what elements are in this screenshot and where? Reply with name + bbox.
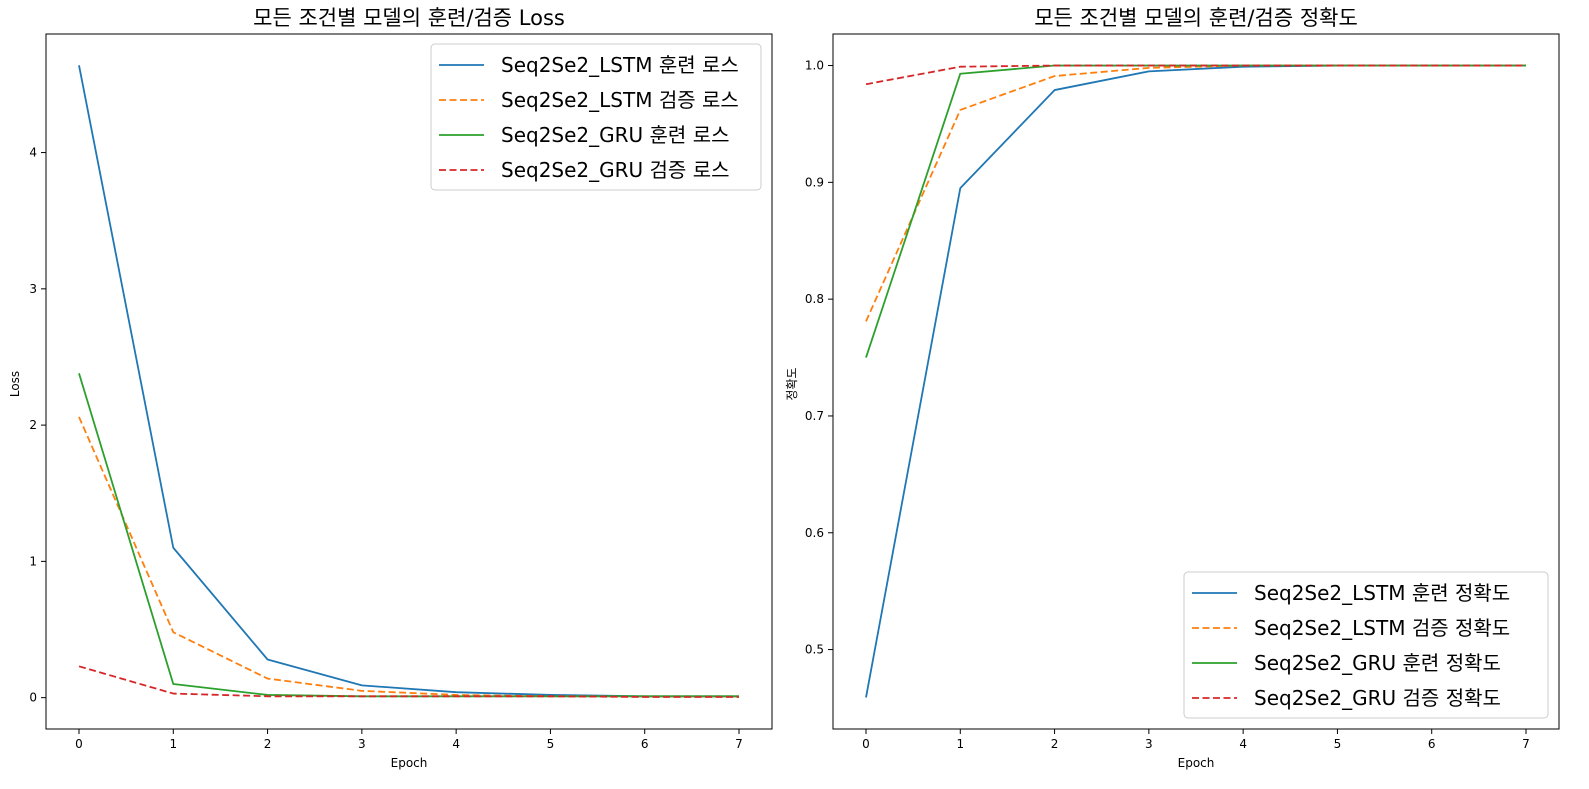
loss-xtick-label: 2 [264,737,272,751]
loss-xtick-label: 3 [358,737,366,751]
loss-ytick-label: 0 [29,691,37,705]
loss-chart-ylabel: Loss [8,371,22,397]
accuracy-chart-plot-area [832,33,1560,730]
accuracy-chart-panel: 모든 조건별 모델의 훈련/검증 정확도 Epoch 정확도 0 1 2 3 4 5 6 70… [785,6,1560,770]
accuracy-chart-ticks: 0 1 2 3 4 5 6 7 0.5 0.6 0.7 0.8 0.9 1.0 [805,59,1530,751]
accuracy-xtick-label: 7 [1522,737,1530,751]
accuracy-series-line-2 [865,64,1526,322]
accuracy-chart-xlabel: Epoch [1178,756,1215,770]
accuracy-xtick-label: 5 [1334,737,1342,751]
loss-legend-box [430,43,762,191]
loss-chart-legend: Seq2Se2_LSTM 훈련 로스 Seq2Se2_LSTM 검증 로스 Seq2… [430,43,762,191]
accuracy-ytick-label: 0.9 [805,175,824,189]
accuracy-ytick-label: 0.5 [805,643,824,657]
accuracy-ytick-label: 0.6 [805,526,824,540]
accuracy-chart-title: 모든 조건별 모델의 훈련/검증 정확도 [1034,6,1358,30]
accuracy-legend-label: Seq2Se2_GRU 훈련 정확도 [1254,651,1501,675]
accuracy-xtick-label: 6 [1428,737,1436,751]
loss-xtick-label: 7 [735,737,743,751]
loss-ytick-label: 3 [29,282,37,296]
accuracy-xtick-label: 3 [1145,737,1153,751]
loss-xtick-label: 6 [641,737,649,751]
loss-xtick-label: 0 [75,737,83,751]
accuracy-xtick-label: 2 [1051,737,1059,751]
loss-xtick-label: 4 [452,737,460,751]
accuracy-ytick-label: 0.7 [805,409,824,423]
loss-chart-lines [78,65,739,698]
accuracy-chart-ylabel: 정확도 [785,367,799,400]
loss-chart-xlabel: Epoch [391,756,428,770]
accuracy-chart-legend: Seq2Se2_LSTM 훈련 정확도 Seq2Se2_LSTM 검증 정확도 Se… [1183,571,1549,719]
accuracy-series-line-3 [865,64,1526,358]
loss-xtick-label: 1 [169,737,177,751]
loss-series-line-2 [78,416,739,698]
loss-chart-plot-area [45,33,773,730]
accuracy-chart-lines [865,64,1526,698]
accuracy-series-line-4 [865,64,1526,86]
loss-legend-label: Seq2Se2_GRU 검증 로스 [501,158,730,182]
loss-xtick-label: 5 [547,737,555,751]
loss-chart-panel: 모든 조건별 모델의 훈련/검증 Loss Epoch Loss 0 1 2 3 4 5 6… [8,6,773,770]
accuracy-ytick-label: 0.8 [805,292,824,306]
loss-legend-label: Seq2Se2_LSTM 검증 로스 [501,88,739,112]
accuracy-legend-label: Seq2Se2_GRU 검증 정확도 [1254,686,1501,710]
loss-ytick-label: 4 [29,146,37,160]
loss-ytick-label: 1 [29,554,37,568]
accuracy-legend-box [1183,571,1549,719]
accuracy-legend-label: Seq2Se2_LSTM 훈련 정확도 [1254,581,1510,605]
loss-chart-title: 모든 조건별 모델의 훈련/검증 Loss [253,6,565,30]
loss-legend-label: Seq2Se2_GRU 훈련 로스 [501,123,730,147]
accuracy-legend-label: Seq2Se2_LSTM 검증 정확도 [1254,616,1510,640]
loss-series-line-4 [78,665,739,698]
accuracy-xtick-label: 4 [1239,737,1247,751]
loss-chart-ticks: 0 1 2 3 4 5 6 7 0 1 2 3 4 [29,146,742,751]
accuracy-xtick-label: 1 [956,737,964,751]
loss-ytick-label: 2 [29,418,37,432]
accuracy-xtick-label: 0 [862,737,870,751]
loss-series-line-3 [78,373,739,698]
loss-legend-label: Seq2Se2_LSTM 훈련 로스 [501,53,739,77]
accuracy-ytick-label: 1.0 [805,59,824,73]
